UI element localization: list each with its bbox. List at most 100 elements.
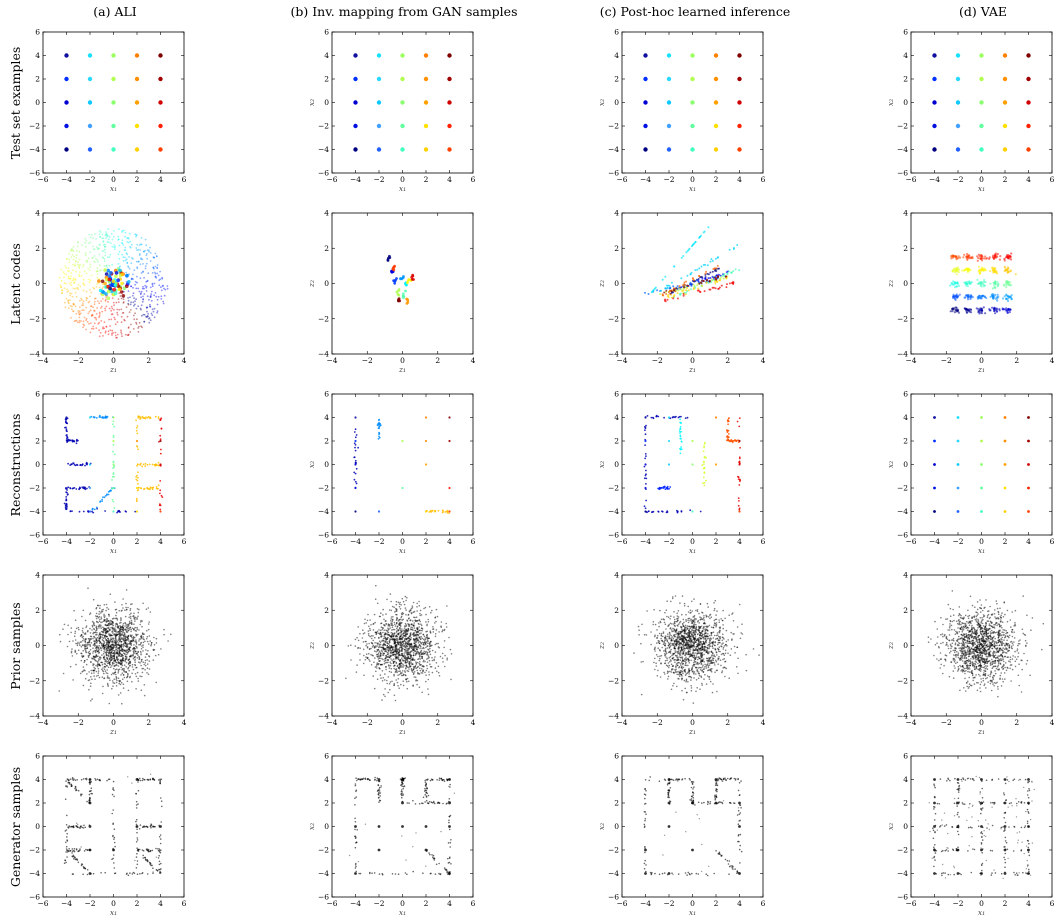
data-point (84, 640, 86, 643)
data-point (81, 615, 83, 618)
data-point (113, 291, 118, 296)
data-point (95, 417, 98, 419)
data-point (102, 670, 105, 673)
data-point (86, 658, 88, 661)
data-point (101, 290, 106, 295)
data-point (102, 257, 105, 259)
data-point (85, 663, 88, 666)
data-point (98, 329, 100, 332)
data-point (427, 678, 430, 681)
data-point (79, 312, 82, 315)
data-point (96, 506, 98, 509)
y-tick-label: −2 (897, 484, 908, 493)
data-point (95, 606, 98, 609)
data-point (84, 245, 87, 248)
data-point (354, 480, 357, 483)
y-tick-label: 0 (35, 460, 40, 469)
data-point (149, 260, 152, 262)
data-point (106, 669, 108, 671)
data-point (728, 439, 731, 442)
data-point (153, 636, 155, 639)
data-point (991, 306, 994, 309)
data-point (132, 301, 135, 304)
data-point (99, 642, 101, 644)
x-tick-label: −4 (350, 175, 361, 184)
data-point (85, 651, 87, 654)
data-point (63, 502, 66, 505)
data-point (96, 270, 99, 272)
data-point (664, 287, 667, 290)
data-point (137, 677, 139, 680)
data-point (137, 248, 140, 251)
data-point (105, 609, 107, 612)
data-point (362, 641, 365, 643)
data-point (139, 249, 142, 251)
y-tick-label: −4 (29, 507, 40, 516)
data-point (694, 240, 697, 243)
x-tick-label: 6 (1050, 537, 1055, 546)
data-point (105, 664, 108, 667)
data-point (114, 660, 117, 662)
data-point (110, 283, 114, 287)
data-point (106, 268, 110, 273)
data-point (153, 648, 156, 651)
data-point (136, 499, 138, 502)
data-point (738, 463, 741, 466)
data-point (113, 425, 115, 428)
data-point (98, 277, 101, 280)
data-point (94, 615, 97, 617)
data-point (1009, 270, 1012, 273)
data-point (98, 247, 100, 250)
y-tick-label: 4 (324, 51, 329, 60)
data-point (679, 452, 682, 455)
data-point (92, 248, 95, 251)
y-tick-label: 4 (614, 209, 619, 218)
data-point (66, 645, 69, 648)
data-point (957, 284, 961, 287)
data-point (737, 497, 740, 500)
data-point (72, 487, 75, 490)
data-point (135, 645, 137, 647)
data-point (103, 616, 106, 619)
data-point (120, 630, 123, 633)
data-point (154, 275, 157, 278)
data-point (353, 478, 356, 481)
data-point (369, 627, 371, 630)
data-point (673, 265, 676, 268)
data-point (111, 423, 114, 426)
data-point (104, 248, 106, 251)
data-point (144, 465, 147, 467)
row-title-prior-samples: Prior samples (8, 602, 23, 689)
data-point (969, 308, 972, 311)
data-point (715, 267, 718, 270)
data-point (82, 302, 84, 304)
data-point (103, 648, 105, 650)
data-point (120, 315, 123, 318)
x-tick-label: 4 (447, 537, 452, 546)
x-axis-label: x₁ (978, 184, 985, 193)
data-point (378, 629, 380, 631)
row-title-reconstructions: Reconstructions (8, 414, 23, 517)
data-point (142, 650, 144, 652)
data-point (90, 305, 93, 307)
data-point (92, 256, 94, 259)
data-point (134, 664, 136, 666)
data-point (690, 100, 695, 105)
data-point (121, 242, 124, 245)
data-point (102, 237, 105, 240)
data-point (689, 509, 692, 512)
data-point (116, 679, 118, 682)
data-point (114, 636, 117, 638)
y-tick-label: 2 (324, 75, 329, 84)
data-point (673, 288, 676, 291)
y-tick-label: −6 (608, 531, 619, 540)
y-tick-label: 4 (614, 51, 619, 60)
axes-frame (331, 212, 474, 355)
data-point (380, 649, 383, 652)
data-point (88, 510, 92, 513)
data-point (402, 629, 405, 632)
data-point (667, 291, 670, 294)
data-point (397, 288, 401, 291)
data-point (980, 439, 983, 443)
